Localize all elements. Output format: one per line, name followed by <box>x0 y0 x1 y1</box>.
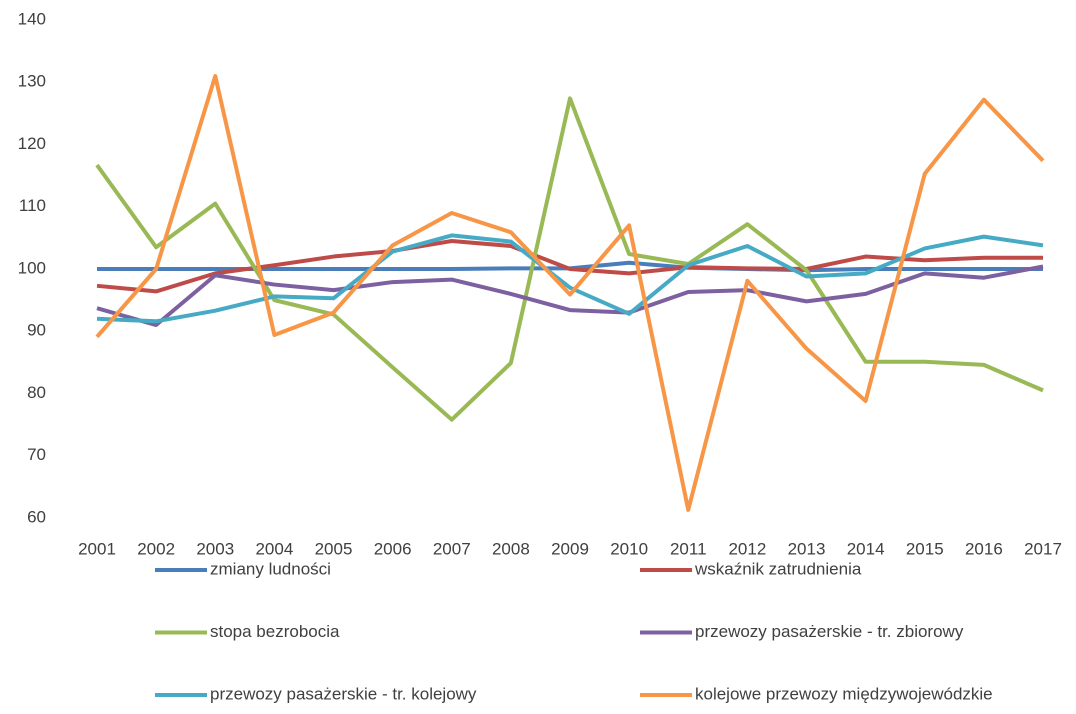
x-tick-label: 2011 <box>670 539 707 558</box>
x-tick-label: 2012 <box>728 539 766 558</box>
x-tick-label: 2004 <box>255 539 293 558</box>
x-tick-label: 2010 <box>610 539 648 558</box>
legend-label: stopa bezrobocia <box>210 622 340 641</box>
legend-label: zmiany ludności <box>210 559 331 578</box>
y-tick-label: 60 <box>27 507 46 526</box>
x-tick-label: 2014 <box>847 539 885 558</box>
series-line <box>96 233 1044 324</box>
y-tick-label: 110 <box>19 196 46 215</box>
y-tick-label: 80 <box>27 383 46 402</box>
x-tick-label: 2008 <box>492 539 530 558</box>
legend-label: przewozy pasażerskie - tr. kolejowy <box>210 684 477 703</box>
series-line <box>96 264 1044 328</box>
x-tick-label: 2009 <box>551 539 589 558</box>
y-tick-label: 130 <box>18 72 46 91</box>
x-tick-label: 2016 <box>965 539 1003 558</box>
series-line <box>95 96 1044 422</box>
series-line <box>95 74 1045 512</box>
x-tick-label: 2006 <box>374 539 412 558</box>
y-tick-label: 140 <box>18 9 46 28</box>
x-tick-label: 2007 <box>433 539 471 558</box>
x-tick-label: 2005 <box>315 539 353 558</box>
x-tick-label: 2001 <box>78 539 116 558</box>
y-tick-label: 100 <box>18 258 46 277</box>
legend-label: kolejowe przewozy międzywojewódzkie <box>695 684 993 703</box>
x-tick-label: 2013 <box>788 539 826 558</box>
x-tick-label: 2003 <box>196 539 234 558</box>
legend-label: przewozy pasażerskie - tr. zbiorowy <box>695 622 964 641</box>
x-tick-label: 2017 <box>1024 539 1062 558</box>
y-tick-label: 90 <box>27 321 46 340</box>
x-tick-label: 2015 <box>906 539 944 558</box>
legend-label: wskaźnik zatrudnienia <box>694 559 862 578</box>
y-tick-label: 70 <box>27 445 46 464</box>
x-tick-label: 2002 <box>137 539 175 558</box>
y-tick-label: 120 <box>18 134 46 153</box>
